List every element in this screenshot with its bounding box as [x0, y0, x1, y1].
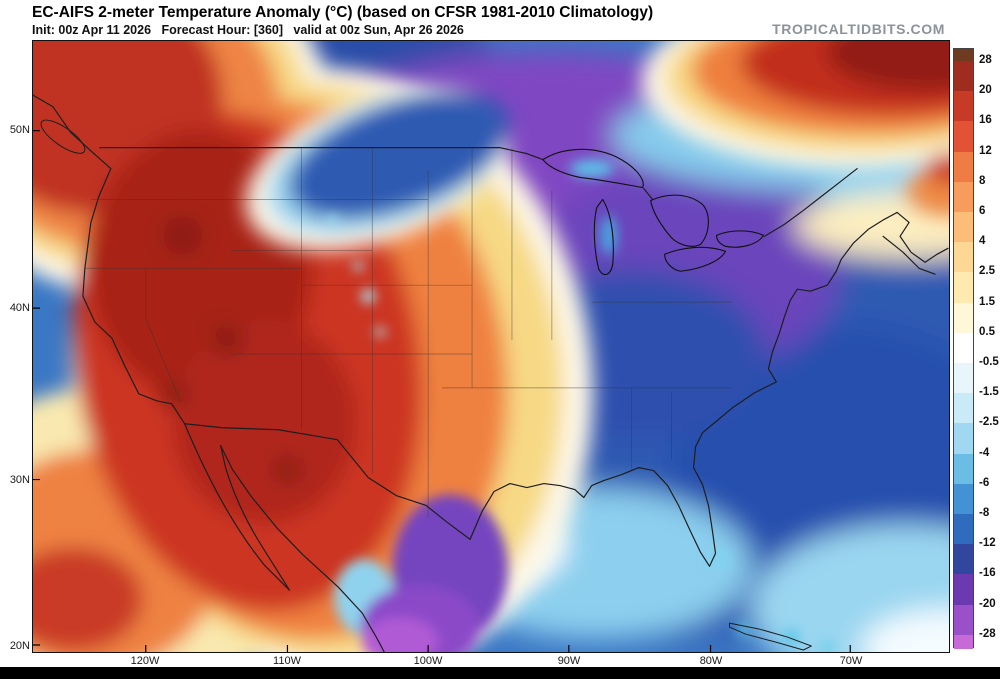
lon-label: 110W — [273, 655, 301, 667]
lon-label: 80W — [699, 655, 723, 667]
colorbar-tick-label: 1.5 — [979, 295, 995, 308]
colorbar-tick-label: 0.5 — [979, 325, 995, 338]
colorbar-segment — [954, 151, 973, 182]
colorbar-tick-label: -12 — [979, 537, 996, 550]
colorbar-segment — [954, 483, 973, 514]
cold-wedge-northern-plains — [245, 86, 510, 251]
lat-label: 50N — [9, 124, 30, 136]
colorbar-segment — [954, 181, 973, 212]
colorbar-segment — [954, 61, 973, 92]
bottom-bar — [0, 667, 1000, 679]
colorbar-segment — [954, 423, 973, 454]
colorbar-tick-label: -0.5 — [979, 356, 999, 368]
page-title: EC-AIFS 2-meter Temperature Anomaly (°C)… — [32, 4, 654, 21]
colorbar-tick-label: 28 — [979, 54, 992, 66]
colorbar-tick-label: 8 — [979, 174, 986, 187]
lat-label: 40N — [9, 302, 30, 314]
colorbar-tick-label: 20 — [979, 84, 992, 97]
colorbar-segment — [954, 393, 973, 424]
colorbar-segment — [954, 242, 973, 273]
colorbar-segment — [954, 574, 973, 605]
colorbar-tick-label: -16 — [979, 567, 996, 580]
colorbar-tick-label: -28 — [979, 627, 996, 640]
colorbar-tick-label: 12 — [979, 144, 992, 157]
colorbar-segment — [954, 332, 973, 363]
lon-label: 90W — [557, 655, 581, 667]
colorbar-tick-label: -2.5 — [979, 416, 999, 429]
colorbar-tick-label: 4 — [979, 235, 986, 248]
colorbar-tick-label: -1.5 — [979, 386, 999, 399]
colorbar-segment — [954, 634, 973, 649]
colorbar: 28 20 16 12 8 6 4 2.5 1.5 0.5 -0.5 -1.5 -2.5 -4 -6 -8 -1… — [953, 48, 1000, 649]
colorbar-segment — [954, 514, 973, 545]
colorbar-tick-label: 6 — [979, 205, 986, 217]
great-lakes — [542, 148, 764, 276]
colorbar-tick-label: -6 — [979, 476, 990, 489]
colorbar-segment — [954, 49, 973, 61]
init-forecast-info: Init: 00z Apr 11 2026 Forecast Hour: [36… — [32, 23, 464, 37]
temperature-anomaly-map — [33, 41, 949, 652]
detail-anomaly-features — [327, 159, 835, 652]
colorbar-segment — [954, 302, 973, 333]
colorbar-segment — [954, 272, 973, 303]
colorbar-tick-label: -20 — [979, 597, 996, 610]
coastlines — [33, 94, 949, 652]
colorbar-segment — [954, 212, 973, 243]
colorbar-segment — [954, 544, 973, 575]
colorbar-segment — [954, 604, 973, 635]
colorbar-tick-label: -4 — [979, 446, 990, 459]
lon-label: 100W — [413, 655, 443, 667]
state-borders — [84, 147, 732, 518]
colorbar-scale — [953, 48, 974, 649]
lon-label: 120W — [130, 655, 160, 667]
lat-label: 20N — [9, 640, 30, 652]
site-watermark: TROPICALTIDBITS.COM — [772, 21, 945, 37]
map-canvas[interactable] — [32, 40, 950, 653]
colorbar-segment — [954, 91, 973, 122]
lat-label: 30N — [9, 474, 30, 486]
colorbar-tick-label: 16 — [979, 114, 992, 127]
warm-anomaly-field-northeast — [641, 41, 949, 217]
colorbar-segment — [954, 363, 973, 394]
colorbar-tick-label: 2.5 — [979, 265, 995, 278]
axis-ticks — [33, 130, 851, 652]
colorbar-tick-label: -8 — [979, 507, 990, 519]
colorbar-segment — [954, 121, 973, 152]
lon-label: 70W — [839, 655, 863, 667]
colorbar-segment — [954, 453, 973, 484]
